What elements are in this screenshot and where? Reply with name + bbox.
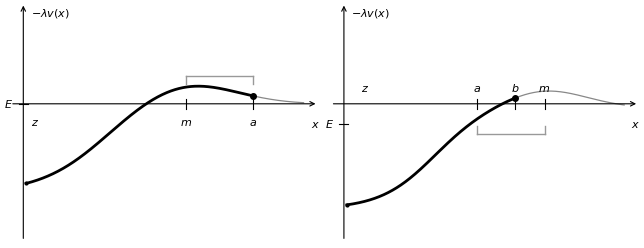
Text: $x$: $x$: [632, 120, 640, 130]
Text: $m$: $m$: [180, 118, 191, 128]
Text: $x$: $x$: [311, 120, 320, 130]
Text: $E$: $E$: [325, 118, 334, 130]
Text: $b$: $b$: [511, 82, 519, 94]
Text: $-\lambda v(x)$: $-\lambda v(x)$: [31, 7, 70, 20]
Text: $a$: $a$: [249, 118, 258, 128]
Text: $z$: $z$: [31, 118, 39, 128]
Text: $m$: $m$: [538, 84, 551, 94]
Text: $E$: $E$: [4, 98, 13, 110]
Text: $z$: $z$: [361, 84, 368, 94]
Text: $-\lambda v(x)$: $-\lambda v(x)$: [351, 7, 390, 20]
Text: $a$: $a$: [473, 84, 480, 94]
